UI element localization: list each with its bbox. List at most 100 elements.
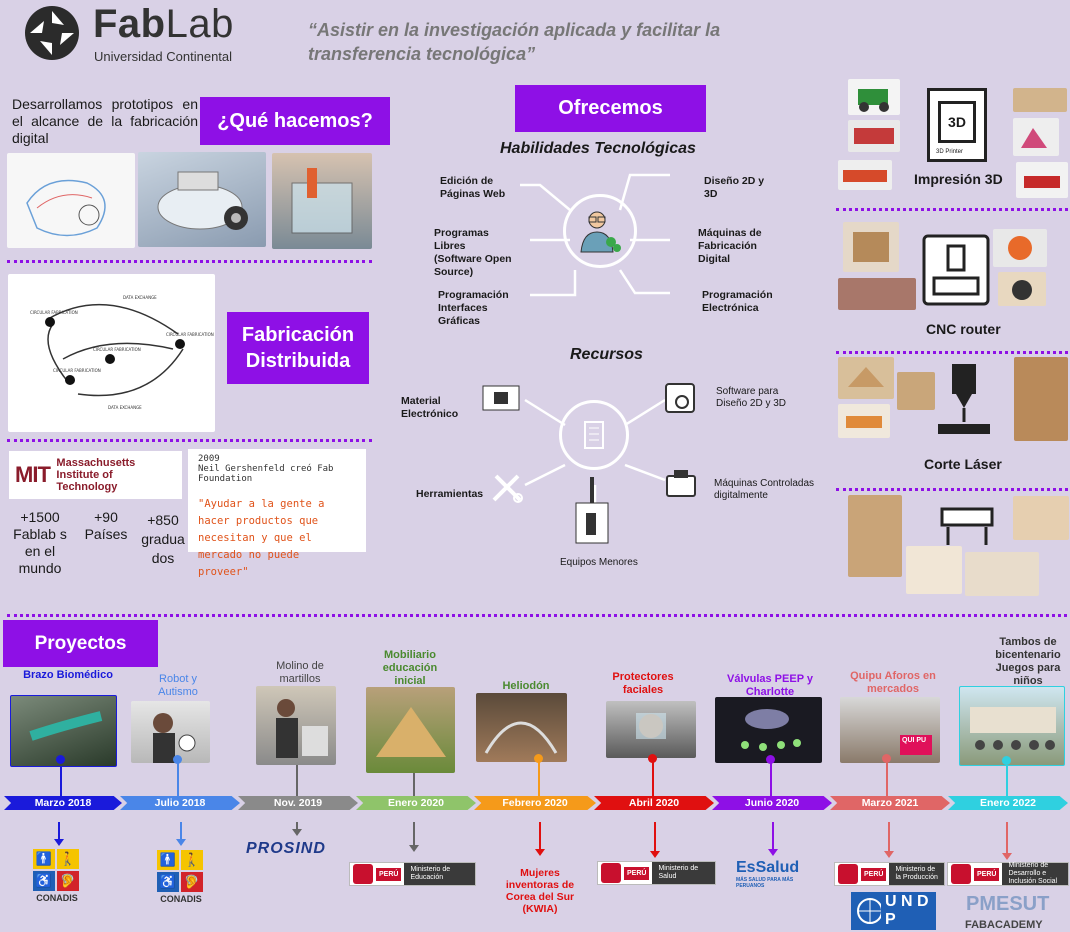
robot-car-image [138,152,266,247]
recurso-equipos: Equipos Menores [560,557,638,568]
brand-name: FabLab [93,2,234,46]
undp-logo: U N D P [851,892,936,930]
down-arrow-icon [1002,822,1012,860]
circular-fabrication-diagram: CIRCULAR FABRICATION CIRCULAR FABRICATION… [8,274,215,432]
recurso-maquinas: Máquinas Controladas digitalmente [714,478,815,501]
impresion-3d-label: Impresión 3D [914,171,1003,187]
recurso-software: Software para Diseño 2D y 3D [716,386,787,409]
project-image [959,686,1065,766]
pmesut-logo: PMESUT [966,893,1050,915]
foundation-year: 2009 [198,454,220,464]
down-arrow-icon [292,822,302,836]
stat-paises: +90 Países [84,509,128,542]
circuit-board-icon [482,385,520,411]
project-image [10,695,117,767]
cnc-router-label: CNC router [926,321,1001,337]
fabricacion-distribuida-title: Fabricación Distribuida [227,312,369,384]
timeline-date: Abril 2020 [594,796,714,810]
timeline-stem [1006,766,1008,797]
packaging-sample-image [848,495,902,577]
recursos-connector-lines [524,398,666,505]
down-arrow-icon [54,822,64,846]
motto: “Asistir en la investigación aplicada y … [308,20,721,64]
print-sample-image [838,160,892,190]
print-sample-image [1013,118,1059,156]
timeline-dot [56,755,65,764]
skill-electronica: Programación Electrónica [702,289,773,314]
skill-web: Edición de Páginas Web [440,175,506,200]
project-image [606,701,696,758]
packaging-sample-image [1013,496,1069,540]
proyectos-title: Proyectos [3,620,158,667]
timeline-date: Febrero 2020 [474,796,596,810]
fablab-logo-icon [25,6,79,60]
svg-text:CIRCULAR FABRICATION: CIRCULAR FABRICATION [93,347,141,352]
recurso-material: Material Electrónico [401,395,459,420]
quipu-badge: QUI PU [900,735,932,755]
project-title: Brazo Biomédico [23,669,113,681]
timeline-date: Enero 2022 [948,796,1068,810]
timeline-dot [648,754,657,763]
stat-graduados: +850 gradua dos [141,512,185,566]
print-sample-image [1013,88,1067,112]
svg-text:CIRCULAR FABRICATION: CIRCULAR FABRICATION [166,332,214,337]
print-sample-image [1016,162,1068,198]
mit-name: Massachusetts Institute of Technology [56,457,136,493]
timeline-stem [413,773,415,797]
stat-fablabs: +1500 Fablab s en el mundo [13,509,67,576]
engineer-icon [563,194,637,268]
building-icon [559,400,629,470]
timeline-date: Nov. 2019 [238,796,358,810]
sketch-image [7,153,135,248]
timeline-date: Marzo 2021 [830,796,950,810]
cnc-sample-image [993,229,1047,267]
project-title: Quipu Aforos en mercados [850,670,936,695]
timeline-stem [177,763,179,797]
project-title: Tambos de bicentenario Juegos para niños [995,636,1061,687]
mit-letters: MIT [15,462,51,487]
timeline-stem [60,767,62,797]
cnc-router-icon [922,234,990,306]
microscope-icon [575,477,609,544]
timeline-date: Julio 2018 [120,796,240,810]
foundation-founder: Neil Gershenfeld creó Fab Foundation [198,464,334,484]
print-sample-image [848,79,900,115]
cnc-sample-image [998,272,1046,306]
project-title: Protectores faciales [612,671,674,696]
project-image [715,697,822,763]
cnc-sample-image [843,222,899,272]
down-arrow-icon [768,822,778,856]
svg-text:DATA EXCHANGE: DATA EXCHANGE [108,405,142,410]
project-title: Mobiliario educación inicial [382,649,438,687]
project-title: Heliodón [502,680,550,692]
divider [7,439,372,442]
down-arrow-icon [409,822,419,852]
laser-cutter-icon [938,364,990,434]
timeline-dot [534,754,543,763]
brand-subtitle: Universidad Continental [94,49,233,64]
laser-sample-image [838,357,894,399]
divider [836,488,1068,491]
timeline-date: Junio 2020 [712,796,832,810]
recursos-title: Recursos [570,346,643,363]
down-arrow-icon [650,822,660,858]
timeline-stem [296,765,298,797]
timeline-dot [173,755,182,764]
down-arrow-icon [535,822,545,856]
down-arrow-icon [176,822,186,846]
que-hacemos-title: ¿Qué hacemos? [200,97,390,145]
timeline-stem [886,763,888,797]
packaging-sample-image [906,546,962,594]
habilidades-title: Habilidades Tecnológicas [500,140,696,157]
timeline-dot [766,755,775,764]
svg-text:DATA EXCHANGE: DATA EXCHANGE [123,295,157,300]
divider [836,351,1068,354]
svg-text:CIRCULAR FABRICATION: CIRCULAR FABRICATION [53,368,101,373]
software-icon [665,383,695,413]
printer-caption: 3D Printer [936,149,964,155]
laser-sample-image [838,404,890,438]
conadis-logo: 🚹 🚶 ♿ 🦻 CONADIS [33,849,81,903]
habilidades-connector-lines [520,173,670,297]
3d-printer-icon: 3D 3D Printer [927,88,987,162]
cnc-machine-icon [666,470,696,497]
